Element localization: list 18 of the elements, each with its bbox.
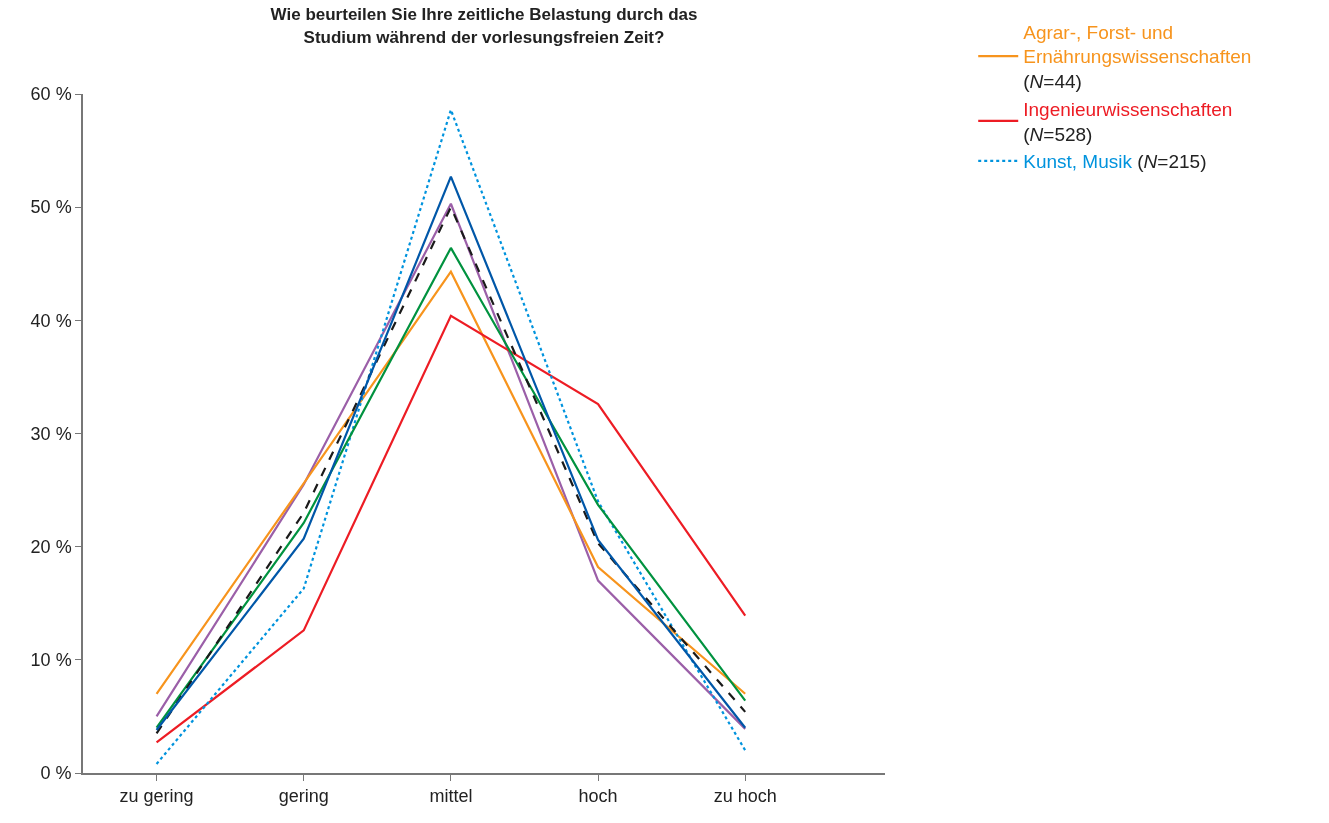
line-series <box>155 108 747 766</box>
x-tick-label: mittel <box>429 786 473 807</box>
y-tick-label: 40 % <box>30 310 72 331</box>
x-tick-label: zu hoch <box>713 786 777 807</box>
y-tick-label: 60 % <box>30 84 72 105</box>
legend-label: Agrar-, Forst- und Ernährungswissenschaften (N=44) <box>1023 21 1252 93</box>
line-series <box>155 314 747 744</box>
y-tick-label: 10 % <box>30 650 72 671</box>
x-tick-label: gering <box>278 786 329 807</box>
y-tick-label: 50 % <box>30 197 72 218</box>
y-tick-label: 0 % <box>40 763 72 784</box>
chart-title: Wie beurteilen Sie Ihre zeitliche Belastung durch das Studium während der vorlesungsfreien Zeit? <box>270 5 698 47</box>
x-tick-label: hoch <box>578 786 618 807</box>
y-tick-label: 20 % <box>30 536 72 557</box>
x-tick-label: zu gering <box>119 786 194 807</box>
legend-label: Kunst, Musik (N=215) <box>1023 151 1207 173</box>
y-tick-label: 30 % <box>30 423 72 444</box>
legend-label: Ingenieurwissenschaften (N=528) <box>1023 98 1233 145</box>
